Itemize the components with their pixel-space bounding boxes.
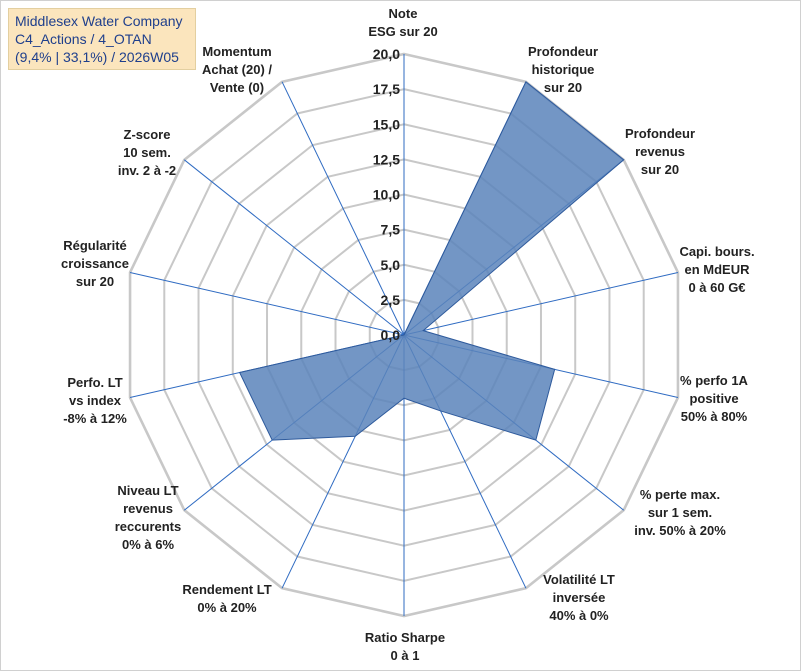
radial-tick-label: 15,0 (373, 116, 400, 132)
axis-label: Profondeur historique sur 20 (528, 44, 598, 95)
radial-tick-label: 2,5 (381, 292, 401, 308)
axis-label: % perfo 1A positive 50% à 80% (680, 373, 749, 424)
radial-tick-label: 17,5 (373, 81, 400, 97)
radial-tick-label: 5,0 (381, 257, 401, 273)
axis-spoke (403, 271, 679, 336)
axis-label: Z-score 10 sem. inv. 2 à -2 (118, 127, 176, 178)
title-line-company: Middlesex Water Company (15, 13, 183, 29)
axis-label: Profondeur revenus sur 20 (625, 126, 695, 177)
series-layer (238, 81, 625, 441)
title-line-stats: (9,4% | 33,1%) / 2026W05 (15, 49, 179, 65)
axis-spoke (281, 81, 405, 336)
series-area (238, 81, 625, 441)
radial-tick-label: 7,5 (381, 222, 401, 238)
axis-label: Régularité croissance sur 20 (61, 238, 129, 289)
axis-label: Ratio Sharpe 0 à 1 (365, 630, 445, 663)
axis-label: Rendement LT 0% à 20% (182, 582, 271, 615)
axis-label: Perfo. LT vs index -8% à 12% (63, 375, 127, 426)
chart-title-box: Middlesex Water Company C4_Actions / 4_O… (8, 8, 196, 70)
axis-label: % perte max. sur 1 sem. inv. 50% à 20% (634, 487, 726, 538)
title-line-category: C4_Actions / 4_OTAN (15, 31, 152, 47)
axis-label: Niveau LT revenus reccurents 0% à 6% (115, 483, 181, 552)
radial-tick-label: 0,0 (381, 327, 401, 343)
radial-tick-label: 10,0 (373, 187, 400, 203)
axis-label-layer: Note ESG sur 20 Profondeur historique sur 20… (61, 6, 755, 663)
axis-label: Capi. bours. en MdEUR 0 à 60 G€ (679, 244, 754, 295)
axis-label: Volatilité LT inversée 40% à 0% (543, 572, 615, 623)
axis-spoke (183, 159, 405, 336)
radial-tick-label: 20,0 (373, 46, 400, 62)
tick-label-layer: 0,0 2,5 5,0 7,5 10,0 12,5 15,0 17,5 20,0 (373, 46, 400, 343)
axis-label: Momentum Achat (20) / Vente (0) (202, 44, 272, 95)
axis-label: Note ESG sur 20 (368, 6, 437, 39)
axis-spoke (129, 271, 405, 336)
radial-tick-label: 12,5 (373, 151, 400, 167)
